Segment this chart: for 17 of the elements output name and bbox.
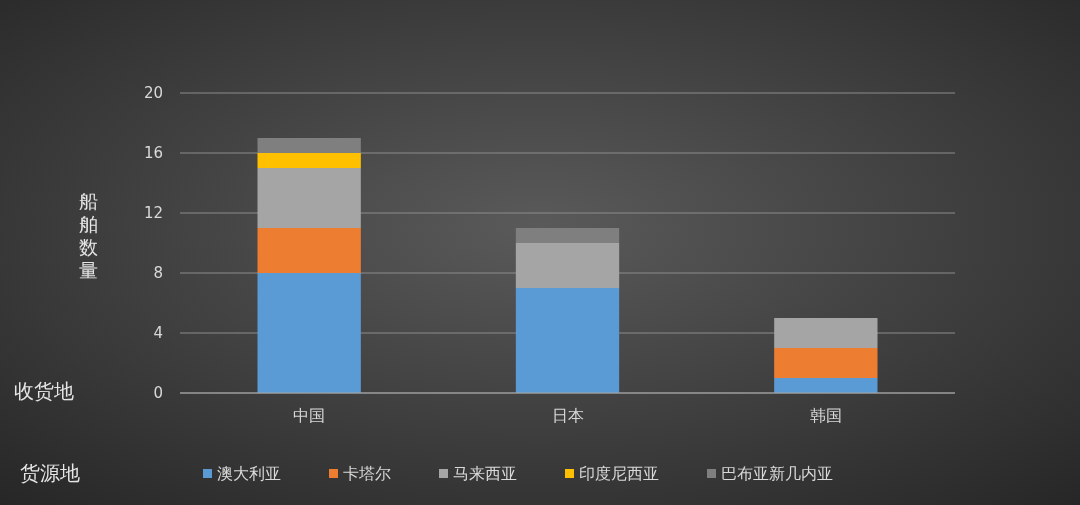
x-axis-title: 收货地 — [14, 379, 74, 403]
y-tick-label: 4 — [153, 324, 163, 342]
y-axis-title: 船舶数量 — [78, 190, 98, 281]
y-tick-label: 12 — [143, 204, 163, 222]
x-tick-label: 韩国 — [809, 406, 842, 425]
y-tick-label: 0 — [153, 384, 163, 402]
y-tick-label: 16 — [143, 144, 163, 162]
y-tick-label: 8 — [153, 264, 163, 282]
x-tick-label: 日本 — [551, 406, 584, 425]
legend-label: 印度尼西亚 — [579, 464, 659, 483]
legend-label: 马来西亚 — [453, 464, 517, 483]
legend-label: 卡塔尔 — [343, 464, 391, 483]
x-tick-label: 中国 — [293, 406, 326, 425]
y-tick-label: 20 — [143, 84, 163, 102]
legend-label: 澳大利亚 — [217, 464, 281, 483]
legend-label: 巴布亚新几内亚 — [721, 464, 833, 483]
legend-title: 货源地 — [20, 461, 80, 485]
